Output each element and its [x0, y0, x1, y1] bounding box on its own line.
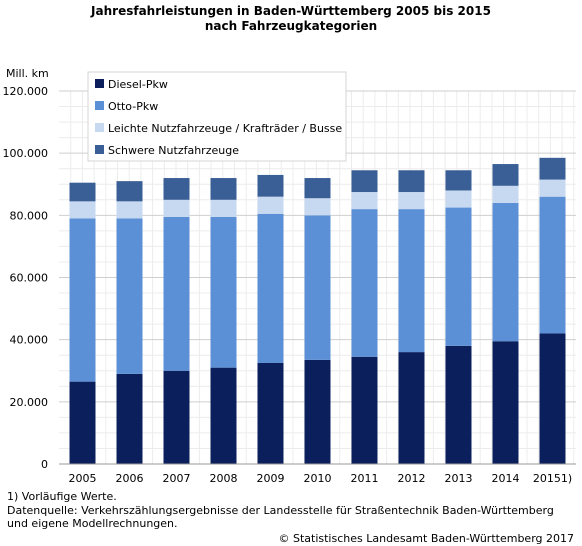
- bar-segment-3: [351, 192, 378, 210]
- bar-segment-2: [539, 196, 566, 334]
- bar-segment-3: [445, 190, 472, 208]
- bar-segment-1: [351, 356, 378, 464]
- bar-segment-3: [398, 192, 425, 210]
- bar-segment-3: [492, 185, 519, 203]
- bar-segment-1: [257, 362, 284, 464]
- x-tick-label: 20151): [533, 472, 572, 485]
- legend-swatch: [95, 101, 104, 110]
- bar-segment-4: [351, 170, 378, 193]
- x-tick-label: 2009: [257, 472, 285, 485]
- bar-segment-1: [445, 345, 472, 464]
- x-tick-label: 2008: [210, 472, 238, 485]
- bar-segment-1: [210, 367, 237, 464]
- y-tick-label: 100.000: [3, 147, 49, 160]
- bar-segment-2: [351, 209, 378, 357]
- y-tick-label: 20.000: [10, 396, 49, 409]
- bar-segment-3: [304, 198, 331, 216]
- y-tick-label: 0: [41, 458, 48, 471]
- y-tick-label: 120.000: [3, 85, 49, 98]
- bar-segment-4: [210, 178, 237, 200]
- legend-label: Otto-Pkw: [108, 100, 158, 113]
- bar-segment-4: [539, 157, 566, 180]
- x-tick-label: 2013: [445, 472, 473, 485]
- bar-segment-4: [69, 182, 96, 202]
- bar-segment-3: [210, 199, 237, 217]
- y-tick-label: 40.000: [10, 334, 49, 347]
- legend-label: Leichte Nutzfahrzeuge / Krafträder / Bus…: [108, 122, 342, 135]
- x-tick-label: 2011: [351, 472, 379, 485]
- x-tick-label: 2007: [163, 472, 191, 485]
- bar-segment-2: [492, 202, 519, 342]
- bar-segment-3: [163, 199, 190, 217]
- bar-segment-3: [116, 201, 143, 219]
- footnote: 1) Vorläufige Werte.: [7, 490, 117, 503]
- legend-label: Schwere Nutzfahrzeuge: [108, 144, 239, 157]
- bar-segment-1: [116, 373, 143, 464]
- bar-segment-4: [163, 178, 190, 200]
- bar-segment-2: [163, 216, 190, 371]
- chart-title-line-2: nach Fahrzeugkategorien: [204, 19, 378, 33]
- x-tick-label: 2014: [492, 472, 520, 485]
- bar-segment-2: [304, 215, 331, 360]
- y-unit-label: Mill. km: [6, 67, 49, 80]
- bar-segment-3: [257, 196, 284, 214]
- bar-segment-2: [116, 218, 143, 374]
- bar-segment-4: [304, 178, 331, 199]
- y-tick-label: 80.000: [10, 209, 49, 222]
- bar-segment-4: [492, 164, 519, 186]
- legend-label: Diesel-Pkw: [108, 78, 168, 91]
- bar-segment-1: [398, 352, 425, 464]
- bar-segment-1: [539, 333, 566, 464]
- bar-segment-1: [163, 370, 190, 464]
- bar-segment-2: [257, 213, 284, 363]
- bar-segment-2: [69, 218, 96, 382]
- x-tick-label: 2006: [116, 472, 144, 485]
- source-line-1: Datenquelle: Verkehrszählungsergebnisse …: [7, 504, 554, 517]
- legend-box: [87, 71, 347, 162]
- x-tick-label: 2010: [304, 472, 332, 485]
- bar-segment-4: [257, 174, 284, 197]
- bar-segment-3: [539, 179, 566, 197]
- y-tick-label: 60.000: [10, 272, 49, 285]
- bar-segment-4: [398, 170, 425, 193]
- bar-segment-2: [398, 209, 425, 353]
- source-line-2: und eigene Modellrechnungen.: [7, 517, 178, 530]
- bar-segment-4: [445, 170, 472, 191]
- bar-segment-1: [304, 359, 331, 464]
- legend-swatch: [95, 79, 104, 88]
- x-tick-label: 2005: [69, 472, 97, 485]
- copyright: © Statistisches Landesamt Baden-Württemb…: [278, 532, 574, 545]
- bar-segment-1: [69, 381, 96, 464]
- bar-segment-1: [492, 341, 519, 464]
- x-tick-label: 2012: [398, 472, 426, 485]
- bar-segment-2: [210, 216, 237, 368]
- bar-segment-4: [116, 181, 143, 202]
- bar-segment-2: [445, 207, 472, 346]
- legend-swatch: [95, 145, 104, 154]
- legend-swatch: [95, 123, 104, 132]
- chart-title-line-1: Jahresfahrleistungen in Baden-Württember…: [91, 4, 491, 18]
- bar-segment-3: [69, 201, 96, 219]
